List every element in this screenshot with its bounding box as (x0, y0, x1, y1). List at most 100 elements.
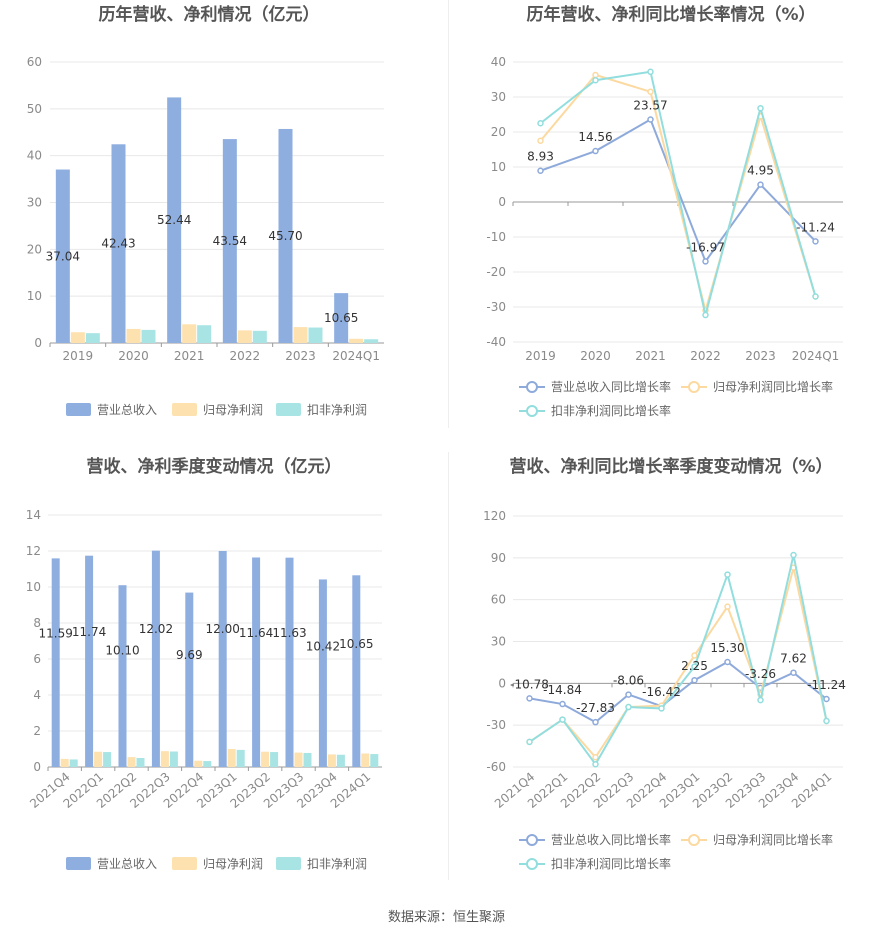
panel-divider-top (448, 0, 449, 428)
legend-label: 扣非净利润同比增长率 (551, 856, 671, 871)
y-tick-label: 0 (34, 336, 42, 350)
series-point (658, 705, 665, 712)
legend-label: 营业总收入 (97, 403, 157, 417)
y-tick-label: 40 (27, 149, 42, 163)
y-tick-label: 30 (27, 196, 42, 210)
bar-net-profit (126, 328, 141, 343)
bar-revenue (334, 293, 349, 343)
x-tick-label: 2024Q1 (332, 349, 380, 363)
series-point (592, 718, 599, 726)
quarterly-revenue-profit-chart: 营收、净利季度变动情况（亿元）024681012142021Q42022Q120… (26, 456, 382, 871)
y-tick-label: 0 (498, 676, 506, 690)
bar-data-label: 11.74 (72, 625, 106, 639)
y-tick-label: 60 (27, 55, 42, 69)
line-data-label: 7.62 (780, 652, 807, 666)
series-point (592, 760, 599, 768)
bar-net-profit (327, 754, 336, 767)
series-point (592, 76, 599, 84)
bar-revenue (278, 128, 293, 343)
line-data-label: -11.24 (807, 678, 846, 692)
bar-net-profit (293, 327, 308, 343)
annual-growth-rate-chart: 历年营收、净利同比增长率情况（%） -40 -30 -20 -10 0 10 20 30 40 20… (486, 4, 843, 418)
line-data-label: -27.83 (576, 701, 615, 715)
series-point (691, 652, 698, 659)
bar-net-profit-ex (252, 330, 267, 343)
bar-net-profit-ex (197, 325, 212, 343)
y-tick-label: 20 (27, 242, 42, 256)
series-point (647, 68, 654, 76)
y-tick-label: -60 (486, 760, 506, 774)
bar-revenue (151, 550, 160, 767)
series-point (625, 691, 632, 698)
bar-data-label: 10.10 (105, 643, 139, 657)
y-tick-label: 50 (27, 102, 42, 116)
series-point (790, 551, 797, 559)
bar-data-label: 11.64 (239, 626, 273, 640)
bar-revenue (222, 139, 237, 343)
bar-net-profit-ex (169, 751, 178, 767)
x-tick-label: 2021 (635, 349, 666, 363)
legend-label: 归母净利润 (203, 403, 263, 417)
legend-label: 扣非净利润 (307, 403, 367, 417)
y-tick-label: 0 (33, 760, 41, 774)
bar-net-profit (261, 751, 270, 767)
bar-revenue (285, 557, 294, 767)
legend-marker (688, 834, 700, 846)
bar-revenue (318, 579, 327, 767)
legend-swatch (172, 857, 197, 870)
bar-net-profit (60, 758, 69, 767)
x-tick-label: 2020 (118, 349, 149, 363)
y-tick-label: 6 (33, 652, 41, 666)
series-point (702, 258, 709, 265)
line-data-label: -11.24 (796, 220, 835, 234)
y-tick-label: 10 (491, 160, 506, 174)
bar-net-profit-ex (136, 758, 145, 767)
x-tick-label: 2023 (285, 349, 316, 363)
bar-net-profit-ex (364, 339, 379, 343)
legend-swatch (276, 857, 301, 870)
y-tick-label: 2 (33, 724, 41, 738)
bar-net-profit (127, 757, 136, 767)
bar-net-profit (194, 760, 203, 767)
series-point (724, 603, 731, 610)
series-point (790, 669, 797, 676)
series-point (757, 696, 764, 704)
bar-net-profit (349, 338, 364, 343)
series-point (647, 88, 654, 95)
chart-title: 历年营收、净利同比增长率情况（%） (526, 4, 815, 25)
series-point (592, 71, 599, 79)
y-tick-label: -30 (486, 300, 506, 314)
legend-marker (688, 381, 700, 393)
legend-marker (526, 405, 538, 417)
line-data-label: 4.95 (747, 164, 774, 178)
legend-swatch (276, 403, 301, 416)
series-point (559, 700, 566, 708)
series-point (537, 120, 544, 127)
legend-label: 营业总收入 (97, 857, 157, 871)
series-line (539, 73, 817, 315)
series-point (702, 311, 709, 319)
series-point (724, 571, 731, 578)
bar-net-profit-ex (203, 761, 212, 767)
bar-revenue (118, 585, 127, 767)
y-tick-label: 30 (491, 635, 506, 649)
series-point (757, 181, 764, 188)
annual-revenue-profit-chart: 历年营收、净利情况（亿元） 0 10 20 30 40 50 60 2019 2020 2021 20… (27, 4, 384, 417)
series-point (812, 238, 819, 245)
y-tick-label: 0 (498, 195, 506, 209)
bar-data-label: 10.65 (339, 637, 373, 651)
bar-net-profit-ex (303, 752, 312, 767)
y-tick-label: -40 (486, 335, 506, 349)
legend-swatch (66, 857, 91, 870)
bar-net-profit-ex (308, 327, 323, 343)
series-point (647, 116, 654, 123)
x-tick-label: 2019 (525, 349, 556, 363)
line-data-label: -10.78 (510, 677, 549, 691)
y-tick-label: 14 (26, 508, 41, 522)
legend-marker (526, 834, 538, 846)
y-tick-label: 8 (33, 616, 41, 630)
bar-data-label: 45.70 (268, 229, 302, 243)
line-data-label: -14.84 (543, 683, 582, 697)
bar-net-profit (294, 752, 303, 767)
series-point (537, 137, 544, 144)
